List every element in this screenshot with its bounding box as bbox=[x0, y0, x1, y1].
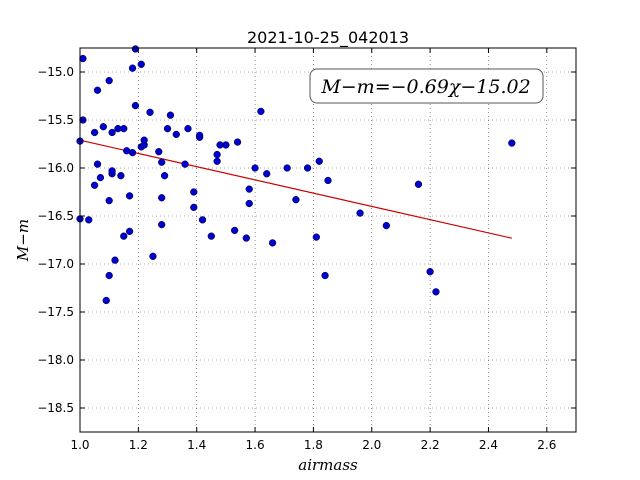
data-point bbox=[181, 160, 189, 168]
chart-title: 2021-10-25_042013 bbox=[247, 28, 409, 48]
x-tick-label: 2.2 bbox=[421, 438, 440, 452]
data-point bbox=[207, 232, 215, 240]
data-point bbox=[245, 185, 253, 193]
data-point bbox=[222, 141, 230, 149]
data-point bbox=[190, 203, 198, 212]
data-point bbox=[105, 196, 113, 205]
x-axis-label: airmass bbox=[298, 456, 358, 474]
data-point bbox=[105, 271, 113, 280]
data-point bbox=[195, 131, 204, 140]
y-tick-label: −18.0 bbox=[37, 353, 74, 367]
x-tick-label: 1.2 bbox=[129, 438, 148, 452]
data-point bbox=[414, 180, 423, 188]
data-point bbox=[155, 148, 163, 156]
data-point bbox=[257, 107, 265, 116]
data-point bbox=[242, 234, 250, 242]
data-point bbox=[128, 64, 137, 72]
data-point bbox=[102, 296, 110, 305]
data-point bbox=[90, 181, 99, 189]
data-point bbox=[508, 139, 516, 147]
data-point bbox=[149, 252, 157, 260]
data-point bbox=[245, 199, 253, 208]
plot-background bbox=[80, 48, 576, 432]
data-point bbox=[321, 271, 329, 280]
data-point bbox=[233, 138, 242, 146]
x-tick-label: 2.6 bbox=[537, 438, 556, 452]
data-point bbox=[131, 45, 140, 53]
plot-frame bbox=[79, 47, 577, 433]
x-tick-label: 2.0 bbox=[362, 438, 381, 452]
data-point bbox=[93, 86, 102, 94]
data-point bbox=[105, 76, 113, 85]
data-point bbox=[99, 123, 107, 131]
data-point bbox=[85, 216, 93, 224]
data-point bbox=[120, 232, 128, 240]
data-point bbox=[131, 101, 140, 110]
data-point bbox=[382, 221, 391, 230]
data-point bbox=[158, 194, 166, 202]
y-tick-label: −16.0 bbox=[37, 161, 74, 175]
fit-equation-text: M−m=−0.69χ−15.02 bbox=[320, 76, 530, 98]
data-point bbox=[172, 130, 180, 139]
data-point bbox=[184, 124, 192, 133]
data-point bbox=[140, 136, 148, 144]
data-point bbox=[158, 158, 166, 166]
y-tick-label: −15.0 bbox=[37, 65, 74, 79]
data-point bbox=[120, 124, 128, 133]
data-point bbox=[125, 227, 134, 236]
data-point bbox=[79, 54, 87, 63]
data-point bbox=[432, 288, 440, 296]
data-point bbox=[356, 209, 364, 217]
data-point bbox=[128, 148, 137, 157]
y-tick-label: −17.0 bbox=[37, 257, 74, 271]
data-point bbox=[146, 108, 154, 116]
data-point bbox=[90, 128, 99, 137]
data-point bbox=[93, 160, 102, 168]
data-point bbox=[263, 170, 271, 178]
y-axis-label: M−m bbox=[14, 219, 32, 262]
data-point bbox=[283, 164, 291, 172]
y-tick-label: −16.5 bbox=[37, 209, 74, 223]
fit-line bbox=[79, 139, 512, 239]
data-point bbox=[213, 150, 221, 159]
y-tick-label: −15.5 bbox=[37, 113, 74, 127]
x-tick-label: 1.0 bbox=[70, 438, 89, 452]
data-point bbox=[230, 226, 239, 235]
data-point bbox=[96, 173, 105, 182]
data-point bbox=[213, 157, 221, 165]
data-point bbox=[315, 157, 323, 165]
data-point bbox=[198, 216, 207, 224]
data-point bbox=[125, 192, 134, 200]
x-tick-label: 1.8 bbox=[304, 438, 323, 452]
x-tick-label: 2.4 bbox=[479, 438, 498, 452]
data-point bbox=[426, 268, 434, 276]
x-tick-label: 1.6 bbox=[246, 438, 265, 452]
data-point bbox=[251, 164, 259, 172]
y-tick-label: −17.5 bbox=[37, 305, 74, 319]
data-point bbox=[117, 172, 125, 180]
data-point bbox=[108, 128, 116, 137]
data-point bbox=[166, 111, 175, 119]
data-point bbox=[268, 239, 277, 247]
data-point bbox=[312, 233, 320, 241]
data-point bbox=[108, 167, 116, 175]
annotation-box bbox=[309, 68, 544, 104]
data-point bbox=[158, 220, 166, 229]
data-point bbox=[160, 172, 169, 180]
data-point bbox=[303, 164, 312, 172]
x-tick-label: 1.4 bbox=[187, 438, 206, 452]
data-point bbox=[324, 176, 332, 185]
data-point bbox=[111, 256, 119, 264]
plot-area: 1.0 1.2 1.4 1.6 1.8 2.0 2.2 2.4 2.6 −15.0 −15.5 −16… bbox=[37, 45, 577, 452]
data-point bbox=[292, 196, 300, 204]
fit-equation-annotation: M−m=−0.69χ−15.02 bbox=[309, 68, 544, 104]
data-point bbox=[137, 60, 145, 68]
y-tick-label: −18.5 bbox=[37, 401, 74, 415]
data-point bbox=[190, 188, 198, 196]
data-point bbox=[163, 124, 172, 133]
